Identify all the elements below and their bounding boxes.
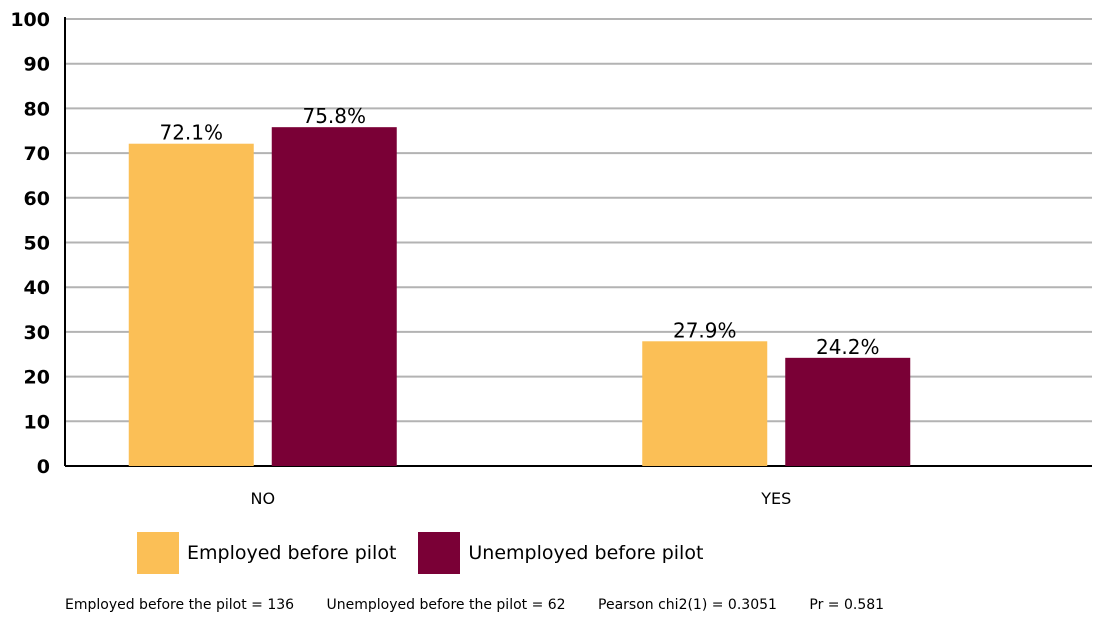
- data-label: 75.8%: [302, 104, 366, 128]
- y-tick-label: 0: [37, 456, 50, 478]
- legend-swatch-unemployed: [418, 532, 461, 574]
- y-tick-label: 80: [24, 98, 50, 120]
- legend-item-unemployed: Unemployed before pilot: [418, 532, 703, 574]
- footnote-unemployed-n: Unemployed before the pilot = 62: [326, 597, 566, 613]
- y-tick-label: 40: [24, 277, 50, 299]
- y-tick-label: 30: [24, 322, 50, 344]
- bar: [271, 127, 397, 466]
- y-tick-label: 100: [10, 9, 50, 31]
- data-label: 24.2%: [816, 335, 880, 359]
- footnote-pr: Pr = 0.581: [809, 597, 885, 613]
- legend-label-unemployed: Unemployed before pilot: [468, 542, 704, 564]
- bar: [642, 341, 768, 466]
- legend-label-employed: Employed before pilot: [187, 542, 397, 564]
- bar: [785, 357, 911, 466]
- legend-swatch-employed: [137, 532, 179, 574]
- x-tick-label: NO: [250, 489, 275, 508]
- y-tick-label: 90: [24, 54, 50, 76]
- bar: [128, 143, 254, 466]
- y-tick-label: 10: [24, 411, 50, 433]
- bar-chart: 0 10 20 30 40 50 60 70 80 90 100 72.1% 75.8% NO 27.9% 2…: [10, 9, 1092, 508]
- footnote: Employed before the pilot = 136 Unemploy…: [65, 597, 912, 613]
- legend-item-employed: Employed before pilot: [137, 532, 396, 574]
- data-label: 72.1%: [159, 121, 223, 145]
- legend: Employed before pilot Unemployed before …: [137, 532, 725, 574]
- footnote-employed-n: Employed before the pilot = 136: [65, 597, 295, 613]
- footnote-chi2: Pearson chi2(1) = 0.3051: [598, 597, 777, 613]
- y-tick-label: 70: [24, 143, 50, 165]
- data-label: 27.9%: [673, 318, 737, 342]
- y-tick-label: 50: [24, 233, 50, 255]
- x-tick-label: YES: [760, 489, 791, 508]
- y-tick-label: 20: [24, 367, 50, 389]
- y-tick-label: 60: [24, 188, 50, 210]
